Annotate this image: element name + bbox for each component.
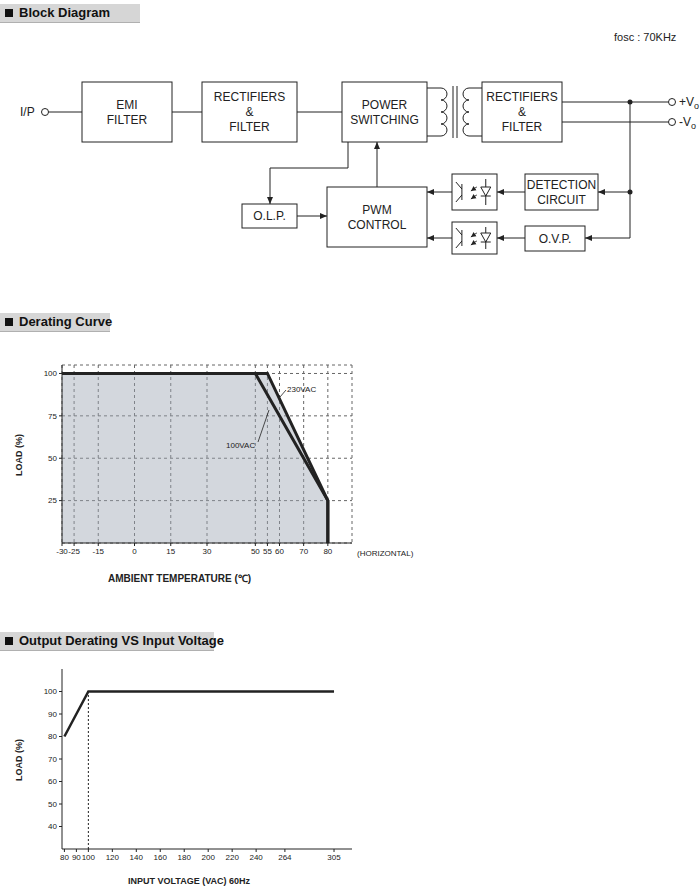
html-text:Derating Curve: Derating Curve: [19, 314, 113, 329]
svg-text:100: 100: [82, 853, 96, 862]
svg-text:+Vo: +Vo: [679, 95, 692, 111]
svg-text:100VAC: 100VAC: [226, 441, 255, 450]
svg-text:55: 55: [263, 547, 272, 556]
svg-text:70: 70: [299, 547, 308, 556]
svg-text:80: 80: [48, 732, 57, 741]
svg-text:DETECTION: DETECTION: [527, 178, 596, 192]
svg-text:FILTER: FILTER: [502, 120, 543, 134]
svg-text:60: 60: [48, 777, 57, 786]
svg-text:180: 180: [178, 853, 192, 862]
svg-text:50: 50: [48, 454, 57, 463]
svg-text:CIRCUIT: CIRCUIT: [537, 193, 586, 207]
svg-text:&: &: [518, 105, 526, 119]
svg-text:FILTER: FILTER: [229, 120, 270, 134]
svg-text:240: 240: [249, 853, 263, 862]
svg-text:O.L.P.: O.L.P.: [253, 209, 285, 223]
svg-text:-25: -25: [68, 547, 80, 556]
svg-text:160: 160: [154, 853, 168, 862]
svg-text:-30: -30: [56, 547, 68, 556]
html-text:o: o: [694, 101, 699, 111]
svg-text:LOAD (%): LOAD (%): [14, 739, 24, 781]
svg-text:90: 90: [48, 710, 57, 719]
svg-text:FILTER: FILTER: [107, 113, 148, 127]
svg-text:120: 120: [106, 853, 120, 862]
svg-text:0: 0: [132, 547, 137, 556]
svg-text:80: 80: [323, 547, 332, 556]
svg-text:EMI: EMI: [116, 98, 137, 112]
svg-text:100: 100: [44, 687, 58, 696]
svg-text:LOAD (%): LOAD (%): [14, 434, 24, 476]
svg-text:50: 50: [48, 800, 57, 809]
html-text:Block Diagram: Block Diagram: [19, 5, 110, 20]
svg-text:AMBIENT TEMPERATURE (℃): AMBIENT TEMPERATURE (℃): [108, 573, 251, 584]
svg-text:CONTROL: CONTROL: [348, 218, 407, 232]
svg-text:75: 75: [48, 412, 57, 421]
svg-text:30: 30: [203, 547, 212, 556]
svg-text:PWM: PWM: [362, 203, 391, 217]
svg-text:220: 220: [225, 853, 239, 862]
svg-text:RECTIFIERS: RECTIFIERS: [486, 90, 557, 104]
html-text:o: o: [691, 121, 696, 131]
svg-text:-15: -15: [92, 547, 104, 556]
svg-text:140: 140: [130, 853, 144, 862]
svg-text:305: 305: [327, 853, 341, 862]
svg-text:-Vo: -Vo: [679, 115, 692, 131]
svg-text:RECTIFIERS: RECTIFIERS: [214, 90, 285, 104]
svg-text:SWITCHING: SWITCHING: [350, 113, 419, 127]
svg-text:fosc : 70KHz: fosc : 70KHz: [614, 31, 676, 43]
svg-text:100: 100: [44, 369, 58, 378]
svg-text:60: 60: [275, 547, 284, 556]
svg-text:80: 80: [60, 853, 69, 862]
svg-text:INPUT VOLTAGE (VAC) 60Hz: INPUT VOLTAGE (VAC) 60Hz: [128, 876, 251, 886]
svg-text:230VAC: 230VAC: [287, 385, 316, 394]
svg-text:I/P: I/P: [20, 105, 35, 119]
svg-text:25: 25: [48, 496, 57, 505]
svg-text:70: 70: [48, 755, 57, 764]
svg-text:264: 264: [278, 853, 292, 862]
svg-text:15: 15: [166, 547, 175, 556]
svg-text:POWER: POWER: [362, 98, 408, 112]
svg-text:50: 50: [251, 547, 260, 556]
html-text:Output Derating VS Input Volta: Output Derating VS Input Voltage: [19, 633, 224, 648]
svg-text:40: 40: [48, 822, 57, 831]
svg-text:200: 200: [202, 853, 216, 862]
svg-text:90: 90: [72, 853, 81, 862]
svg-text:O.V.P.: O.V.P.: [539, 232, 572, 246]
svg-text:(HORIZONTAL): (HORIZONTAL): [357, 549, 414, 558]
svg-text:&: &: [245, 105, 253, 119]
